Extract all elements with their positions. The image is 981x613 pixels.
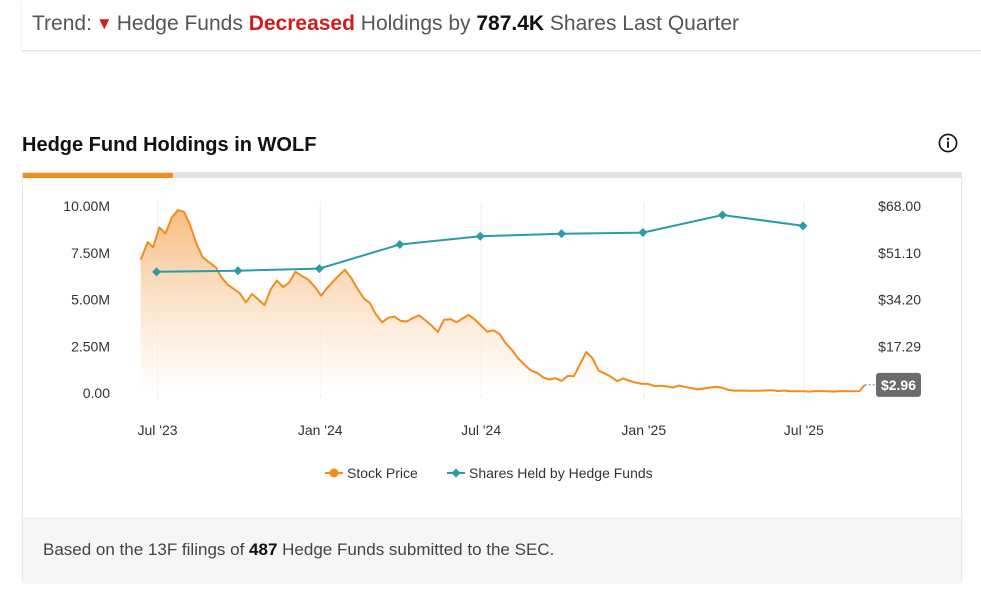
shares-held-point — [638, 228, 648, 238]
orange-circle-marker-dot — [329, 468, 339, 478]
shares-held-point — [798, 221, 808, 231]
shares-held-point — [314, 264, 324, 274]
tab-track — [23, 173, 961, 178]
y-left-tick-label: 5.00M — [71, 292, 110, 308]
chart-card: 10.00M 7.50M 5.00M 2.50M 0.00 $68.00 $51.10 $34… — [22, 172, 962, 582]
legend-item-shares-held: Shares Held by Hedge Funds — [447, 465, 653, 481]
filings-note: Based on the 13F filings of 487 Hedge Fu… — [23, 518, 961, 582]
y-right-tick-label: $68.00 — [878, 198, 921, 214]
x-axis: Jul '23 Jan '24 Jul '24 Jan '25 Jul '25 — [138, 422, 825, 438]
trend-middle: Holdings by — [360, 12, 471, 35]
y-right-tick-label: $34.20 — [878, 292, 921, 308]
x-tick-label: Jul '23 — [138, 422, 178, 438]
stock-price-line — [139, 209, 866, 393]
y-right-tick-label: $51.10 — [878, 245, 921, 261]
info-circle-icon[interactable] — [938, 133, 958, 153]
last-price-badge-bg — [876, 372, 921, 397]
y-left-tick-label: 0.00 — [83, 385, 110, 401]
filings-suffix: Hedge Funds submitted to the SEC. — [282, 540, 555, 559]
legend-label: Shares Held by Hedge Funds — [469, 465, 653, 481]
trend-card: Trend: ▼ Hedge Funds Decreased Holdings by… — [22, 0, 981, 51]
y-right-tick-label: $17.29 — [878, 338, 921, 354]
x-tick-label: Jul '25 — [784, 422, 824, 438]
shares-held-point — [395, 240, 405, 250]
holdings-chart: 10.00M 7.50M 5.00M 2.50M 0.00 $68.00 $51.10 $34… — [63, 198, 921, 481]
chart-legend: Stock Price Shares Held by Hedge Funds — [325, 465, 653, 481]
filings-prefix: Based on the 13F filings of — [43, 540, 245, 559]
filings-count: 487 — [249, 540, 278, 559]
shares-held-markers — [152, 210, 808, 277]
section-title: Hedge Fund Holdings in WOLF — [22, 134, 317, 156]
y-left-tick-label: 10.00M — [63, 198, 110, 214]
y-left-tick-label: 2.50M — [71, 338, 110, 354]
shares-held-point — [475, 231, 485, 241]
y-right-axis: $68.00 $51.10 $34.20 $17.29 — [878, 198, 921, 354]
legend-label: Stock Price — [347, 465, 418, 481]
stock-price-area — [140, 210, 865, 393]
trend-direction: Decreased — [248, 12, 355, 35]
shares-held-point — [152, 267, 162, 277]
shares-held-line — [156, 213, 804, 273]
x-tick-label: Jul '24 — [461, 422, 501, 438]
tab-active-indicator[interactable] — [23, 173, 173, 178]
trend-prefix: Trend: — [32, 12, 92, 35]
last-price-label: $2.96 — [881, 377, 916, 393]
trend-subject: Hedge Funds — [116, 12, 243, 35]
trend-summary: Trend: ▼ Hedge Funds Decreased Holdings by… — [32, 12, 739, 36]
teal-diamond-marker-shape — [451, 468, 461, 478]
trend-suffix: Shares Last Quarter — [549, 12, 740, 35]
y-left-tick-label: 7.50M — [71, 245, 110, 261]
last-price-badge: $2.96 — [876, 372, 921, 397]
triangle-down-icon: ▼ — [95, 14, 113, 33]
trend-amount: 787.4K — [476, 12, 545, 35]
shares-held-point — [557, 229, 567, 239]
x-tick-label: Jan '24 — [298, 422, 343, 438]
shares-held-point — [717, 210, 727, 220]
filings-note-text: Based on the 13F filings of 487 Hedge Fu… — [43, 540, 554, 560]
y-left-axis: 10.00M 7.50M 5.00M 2.50M 0.00 — [63, 198, 110, 401]
legend-item-stock-price: Stock Price — [325, 465, 418, 481]
x-tick-label: Jan '25 — [621, 422, 666, 438]
shares-held-point — [233, 266, 243, 276]
